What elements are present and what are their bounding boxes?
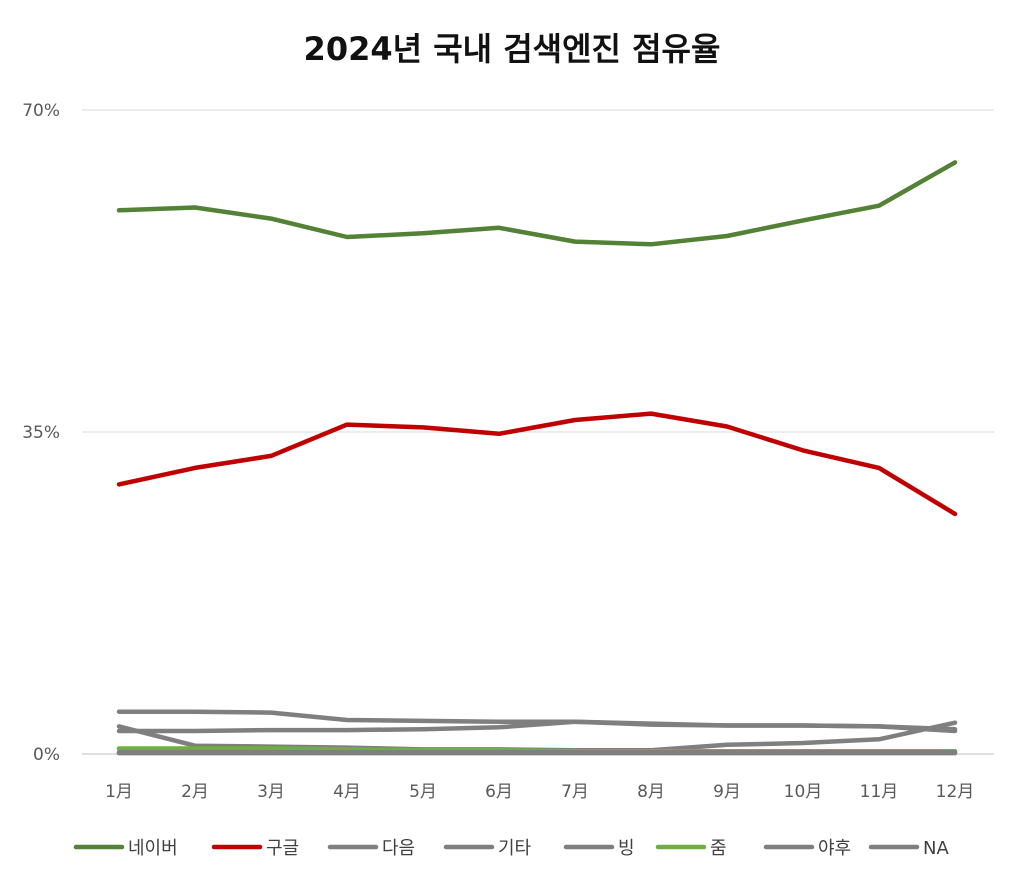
x-tick-label: 5月 (409, 782, 437, 802)
y-axis-ticks: 0% 35% 70% (22, 101, 60, 765)
legend-label: 다음 (382, 838, 415, 859)
y-tick-label: 0% (33, 745, 60, 765)
legend: 네이버 구글 다음 기타 빙 줌 야후 NA (73, 838, 949, 859)
x-axis-ticks: 1月 2月 3月 4月 5月 6月 7月 8月 9月 10月 11月 12月 (105, 782, 974, 802)
legend-label: 구글 (266, 838, 299, 859)
x-tick-label: 10月 (784, 782, 823, 802)
series-line-4 (116, 719, 958, 734)
chart-title: 2024년 국내 검색엔진 점유율 (304, 30, 721, 68)
legend-label: 빙 (618, 838, 635, 859)
series-line-1 (116, 160, 958, 247)
legend-label: 줌 (710, 838, 727, 859)
legend-label: 기타 (498, 838, 532, 859)
x-tick-label: 1月 (105, 782, 133, 802)
x-tick-label: 8月 (637, 782, 665, 802)
y-tick-label: 70% (22, 101, 60, 121)
legend-label: NA (923, 838, 949, 859)
x-tick-label: 6月 (485, 782, 513, 802)
legend-label: 야후 (818, 838, 851, 859)
x-tick-label: 4月 (333, 782, 361, 802)
x-tick-label: 7月 (561, 782, 589, 802)
x-tick-label: 11月 (860, 782, 899, 802)
series-lines (116, 160, 958, 756)
x-tick-label: 12月 (936, 782, 975, 802)
series-line-2 (116, 411, 958, 517)
x-tick-label: 2月 (181, 782, 209, 802)
x-tick-label: 3月 (257, 782, 285, 802)
legend-label: 네이버 (128, 838, 178, 859)
x-tick-label: 9月 (713, 782, 741, 802)
y-tick-label: 35% (22, 423, 60, 443)
gridlines (82, 109, 994, 755)
